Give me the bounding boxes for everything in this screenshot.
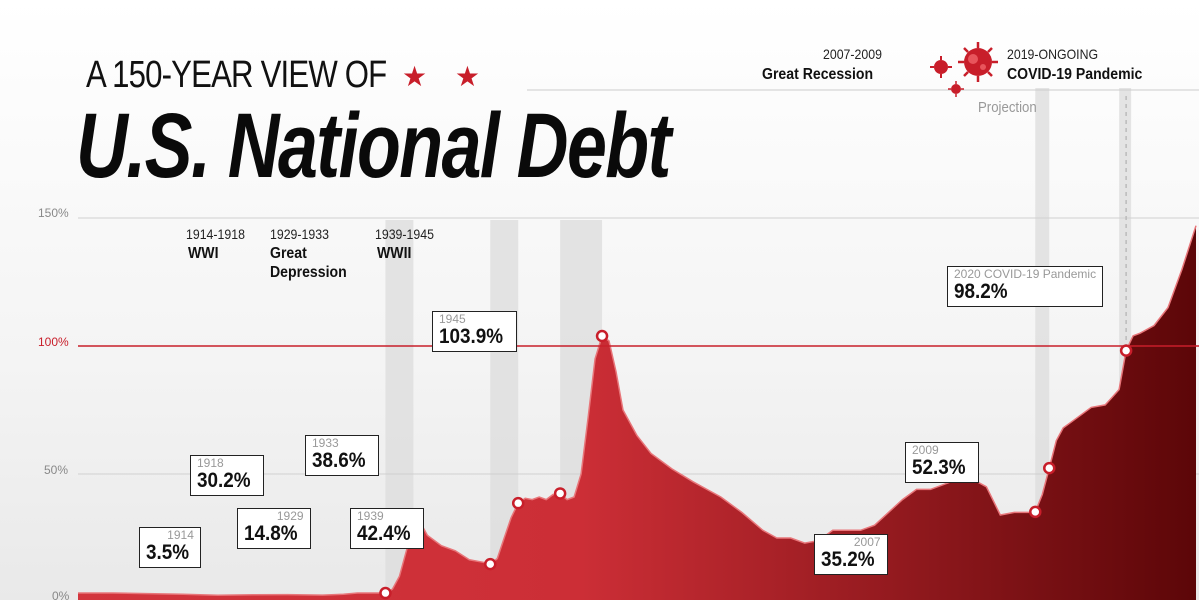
- virus-icon-small: [930, 56, 952, 78]
- period-name: Great Recession: [762, 66, 874, 83]
- data-point-marker: [1119, 344, 1133, 357]
- callout-1933: 1933 38.6%: [305, 435, 379, 476]
- callout-value: 35.2%: [821, 548, 875, 571]
- debt-area: [78, 225, 1196, 600]
- callout-year: 2007: [853, 535, 881, 549]
- callout-1918: 1918 30.2%: [190, 455, 264, 496]
- callout-1929: 1929 14.8%: [237, 508, 311, 549]
- data-point-marker: [484, 557, 497, 571]
- period-name: WWI: [188, 245, 219, 262]
- period-dates: 2007-2009: [823, 46, 882, 62]
- callout-1945: 1945 103.9%: [432, 311, 518, 352]
- period-dates: 2019-ONGOING: [1007, 46, 1099, 62]
- chart-title: U.S. National Debt: [76, 95, 671, 197]
- callout-2009: 2009 52.3%: [905, 442, 979, 483]
- callout-year: 1929: [276, 509, 304, 523]
- period-dates: 1914-1918: [186, 226, 245, 242]
- y-tick-label: 0%: [52, 589, 70, 600]
- callout-year: 1939: [357, 509, 384, 523]
- callout-1939: 1939 42.4%: [350, 508, 424, 549]
- data-point-marker: [553, 487, 567, 500]
- callout-value: 3.5%: [146, 541, 190, 564]
- data-point-marker: [595, 329, 609, 343]
- callout-year: 2020 COVID-19 Pandemic: [954, 267, 1097, 281]
- callout-value: 103.9%: [439, 325, 504, 348]
- callout-year: 1918: [197, 456, 224, 470]
- callout-value: 14.8%: [244, 522, 298, 545]
- callout-year: 1945: [439, 312, 466, 326]
- virus-icon: [958, 42, 998, 82]
- period-name: WWII: [377, 245, 412, 262]
- y-tick-label: 100%: [38, 335, 69, 349]
- period-dates: 1939-1945: [375, 226, 434, 242]
- callout-2007: 2007 35.2%: [814, 534, 888, 575]
- callout-value: 30.2%: [197, 469, 251, 492]
- period-name: COVID-19 Pandemic: [1007, 66, 1143, 83]
- virus-icon-tiny: [948, 81, 964, 97]
- period-name: Great Depression: [270, 245, 347, 281]
- chart-subtitle: A 150-YEAR VIEW OF: [86, 54, 387, 96]
- callout-value: 98.2%: [954, 280, 1008, 303]
- data-point-marker: [1043, 461, 1056, 475]
- callout-year: 2009: [912, 443, 939, 457]
- projection-label: Projection: [978, 99, 1037, 116]
- y-tick-label: 150%: [38, 206, 69, 220]
- callout-value: 38.6%: [312, 449, 366, 472]
- callout-value: 52.3%: [912, 456, 966, 479]
- data-point-marker: [511, 496, 525, 510]
- data-point-marker: [1029, 505, 1042, 519]
- callout-2020: 2020 COVID-19 Pandemic 98.2%: [947, 266, 1104, 307]
- y-tick-label: 50%: [44, 463, 69, 477]
- callout-year: 1933: [312, 436, 339, 450]
- callout-year: 1914: [167, 528, 194, 542]
- callout-value: 42.4%: [357, 522, 411, 545]
- callout-1914: 1914 3.5%: [139, 527, 201, 568]
- period-dates: 1929-1933: [270, 226, 329, 242]
- data-point-marker: [379, 586, 392, 600]
- star-icons: ★ ★: [402, 61, 490, 92]
